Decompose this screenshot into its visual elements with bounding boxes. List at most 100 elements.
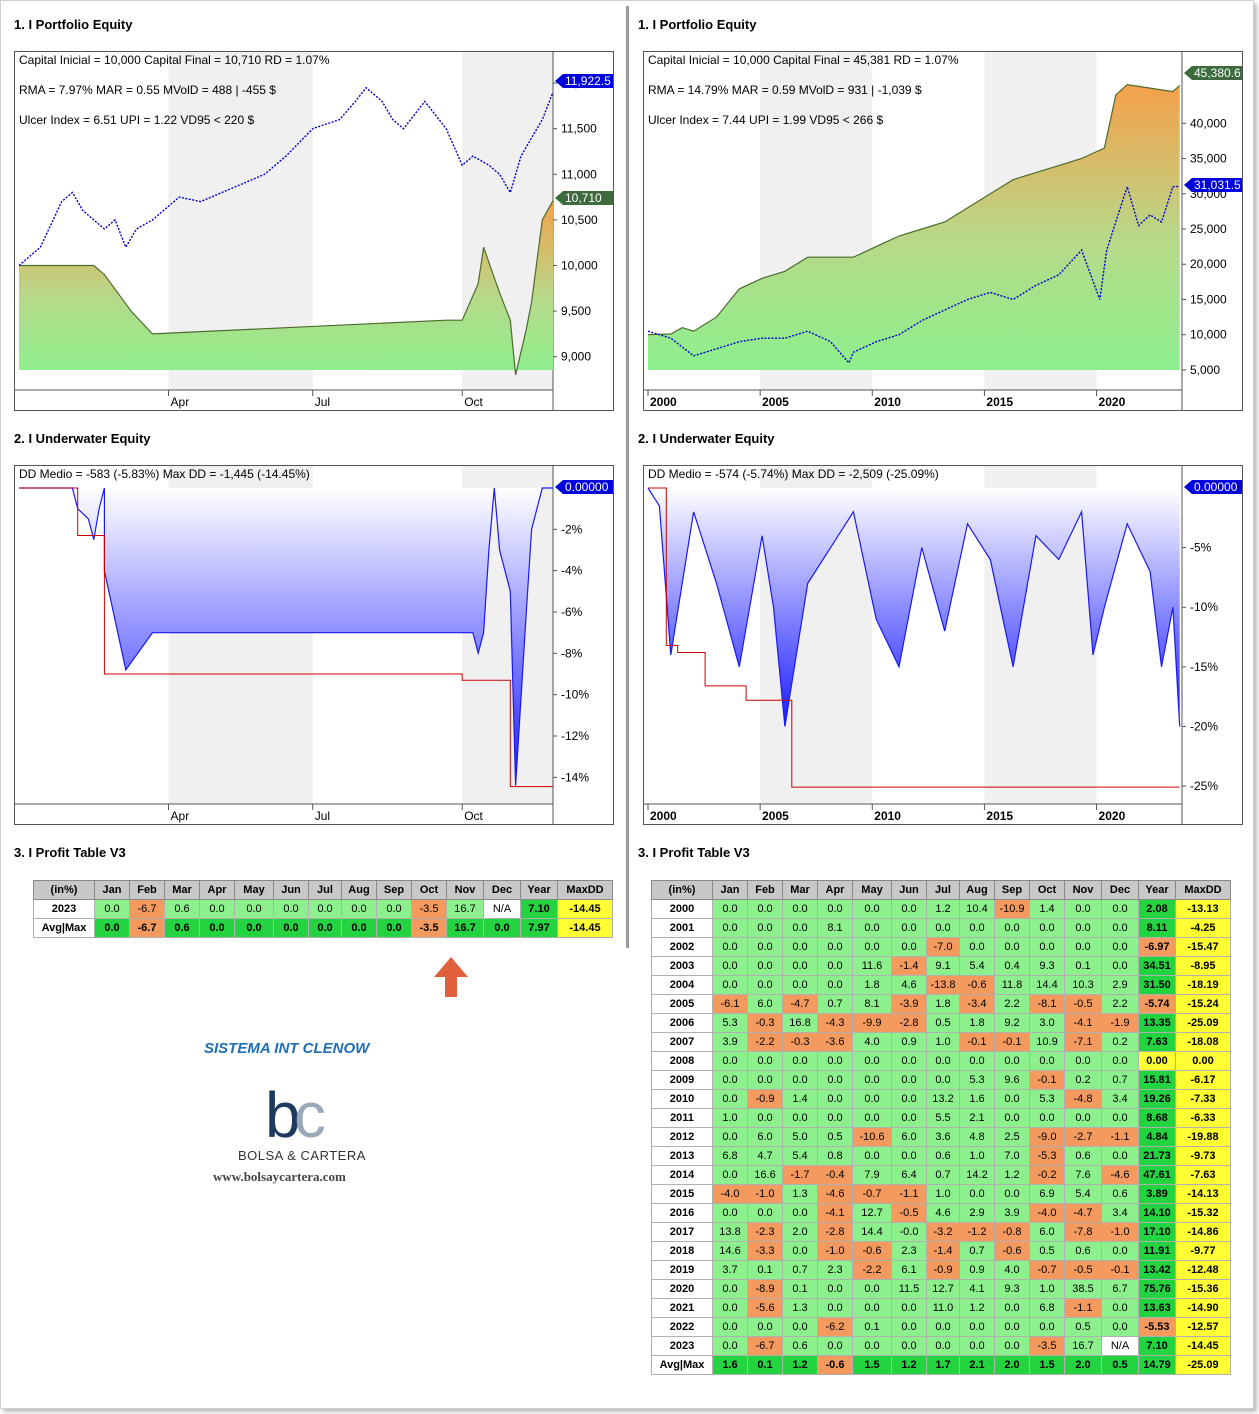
series-area-edge <box>19 487 553 786</box>
profit-cell: 0.0 <box>817 937 853 957</box>
profit-cell: 0.0 <box>926 1051 960 1071</box>
profit-cell: 1.3 <box>782 1298 818 1318</box>
profit-cell: 0.0 <box>782 899 818 919</box>
profit-header-cell: Aug <box>959 880 995 900</box>
profit-cell: 0.7 <box>926 1165 960 1185</box>
profit-cell: 1.0 <box>926 1032 960 1052</box>
profit-cell: 0.0 <box>782 1051 818 1071</box>
profit-row-label: 2015 <box>651 1184 713 1204</box>
profit-cell: 0.0 <box>852 1051 892 1071</box>
profit-cell: 0.0 <box>712 1165 748 1185</box>
profit-row: 2022 0.0 0.0 0.0 -6.2 0.1 0.0 0.0 0.0 0.0 0.0 0.5 0.… <box>651 1317 1231 1337</box>
profit-cell: 5.4 <box>782 1146 818 1166</box>
x-tick-label: Apr <box>171 809 190 823</box>
profit-cell: 0.0 <box>1101 1298 1139 1318</box>
profit-cell: -6.17 <box>1175 1070 1231 1090</box>
profit-cell: 7.0 <box>994 1146 1030 1166</box>
series-max-dd-line <box>19 487 553 788</box>
profit-cell: 0.5 <box>1101 1355 1139 1375</box>
profit-cell: -1.0 <box>817 1241 853 1261</box>
value-badge <box>1184 66 1242 80</box>
y-tick-label: 15,000 <box>1190 292 1227 306</box>
profit-cell: -4.1 <box>817 1203 853 1223</box>
profit-cell: 0.0 <box>1101 956 1139 976</box>
profit-cell: 0.0 <box>199 918 235 938</box>
profit-cell: -15.47 <box>1175 937 1231 957</box>
profit-cell: 0.0 <box>891 1108 927 1128</box>
profit-cell: 6.0 <box>1029 1222 1065 1242</box>
profit-cell: -2.3 <box>747 1222 783 1242</box>
profit-cell: 0.0 <box>891 1089 927 1109</box>
profit-cell: 0.4 <box>994 956 1030 976</box>
profit-cell: -6.7 <box>129 899 165 919</box>
profit-cell: 2.2 <box>994 994 1030 1014</box>
series-benchmark-line <box>647 184 1180 365</box>
profit-cell: 0.0 <box>747 1070 783 1090</box>
profit-cell: 0.0 <box>273 899 309 919</box>
y-tick-label: -8% <box>561 646 583 660</box>
profit-cell: 0.0 <box>376 899 412 919</box>
profit-cell: -1.4 <box>891 956 927 976</box>
profit-row: 2010 0.0 -0.9 1.4 0.0 0.0 0.0 13.2 1.6 0.0 5.3 -4.8… <box>651 1089 1231 1109</box>
profit-row: 2000 0.0 0.0 0.0 0.0 0.0 0.0 1.2 10.4 -10.9 1.4 0.0… <box>651 899 1231 919</box>
profit-cell: 6.0 <box>891 1127 927 1147</box>
profit-cell: -15.32 <box>1175 1203 1231 1223</box>
profit-cell: -0.8 <box>994 1222 1030 1242</box>
profit-cell: 0.7 <box>1101 1070 1139 1090</box>
profit-cell: 0.0 <box>994 1298 1030 1318</box>
profit-row: Avg|Max 1.6 0.1 1.2 -0.6 1.5 1.2 1.7 2.1 2.0 1.5 2.… <box>651 1355 1231 1375</box>
y-tick-label: -5% <box>1190 541 1212 555</box>
profit-cell: 0.0 <box>1029 937 1065 957</box>
profit-cell: 9.2 <box>994 1013 1030 1033</box>
profit-cell: 0.6 <box>164 918 200 938</box>
profit-row: 2012 0.0 6.0 5.0 0.5 -10.6 6.0 3.6 4.8 2.5 -9.0 -2.… <box>651 1127 1231 1147</box>
profit-cell: -4.7 <box>1064 1203 1102 1223</box>
value-badge-label: 45,380.6 <box>1194 66 1241 80</box>
profit-cell: 0.0 <box>852 1089 892 1109</box>
profit-cell: -25.09 <box>1175 1355 1231 1375</box>
profit-cell: 0.0 <box>817 975 853 995</box>
profit-cell: 16.6 <box>747 1165 783 1185</box>
series-benchmark-line <box>18 86 554 267</box>
x-tick-label: Jul <box>315 395 330 409</box>
profit-cell: 3.7 <box>712 1260 748 1280</box>
profit-cell: 2.3 <box>891 1241 927 1261</box>
x-tick-label: 2000 <box>650 395 677 409</box>
series-area-edge <box>647 487 1181 727</box>
profit-cell: 0.6 <box>164 899 200 919</box>
profit-cell: 9.6 <box>994 1070 1030 1090</box>
profit-row-label: 2008 <box>651 1051 713 1071</box>
x-tick-label: Apr <box>171 395 190 409</box>
profit-row: 2023 0.0 -6.7 0.6 0.0 0.0 0.0 0.0 0.0 0.0 -3.5 16.7… <box>33 899 613 919</box>
profit-cell: 0.0 <box>782 1070 818 1090</box>
profit-row: 2017 13.8 -2.3 2.0 -2.8 14.4 -0.0 -3.2 -1.2 -0.8 6… <box>651 1222 1231 1242</box>
profit-cell: 6.4 <box>891 1165 927 1185</box>
profit-cell: 0.0 <box>891 1146 927 1166</box>
profit-cell: 10.9 <box>1029 1032 1065 1052</box>
profit-cell: 6.8 <box>1029 1298 1065 1318</box>
profit-row: 2006 5.3 -0.3 16.8 -4.3 -9.9 -2.8 0.5 1.8 9.2 3.0-… <box>651 1013 1231 1033</box>
profit-cell: 0.0 <box>1064 937 1102 957</box>
x-tick-label: Jul <box>315 809 330 823</box>
profit-row-label: 2005 <box>651 994 713 1014</box>
profit-cell: 0.0 <box>782 1241 818 1261</box>
profit-cell: 0.0 <box>712 1089 748 1109</box>
profit-cell: 3.4 <box>1101 1089 1139 1109</box>
right-underwater-title: 2. I Underwater Equity <box>638 431 775 446</box>
profit-cell: 1.6 <box>959 1089 995 1109</box>
profit-cell: 1.0 <box>712 1108 748 1128</box>
profit-cell: 0.0 <box>852 1146 892 1166</box>
value-badge <box>555 191 613 205</box>
profit-cell: 0.0 <box>483 918 521 938</box>
profit-cell: 0.0 <box>273 918 309 938</box>
profit-cell: 0.9 <box>891 1032 927 1052</box>
profit-cell: -9.73 <box>1175 1146 1231 1166</box>
profit-cell: 13.35 <box>1138 1013 1176 1033</box>
profit-cell: -13.8 <box>926 975 960 995</box>
profit-cell: 6.9 <box>1029 1184 1065 1204</box>
profit-cell: -0.2 <box>1029 1165 1065 1185</box>
profit-cell: 0.0 <box>712 918 748 938</box>
left-equity-title: 1. I Portfolio Equity <box>14 17 133 32</box>
profit-cell: 11.8 <box>994 975 1030 995</box>
profit-cell: 0.0 <box>782 918 818 938</box>
